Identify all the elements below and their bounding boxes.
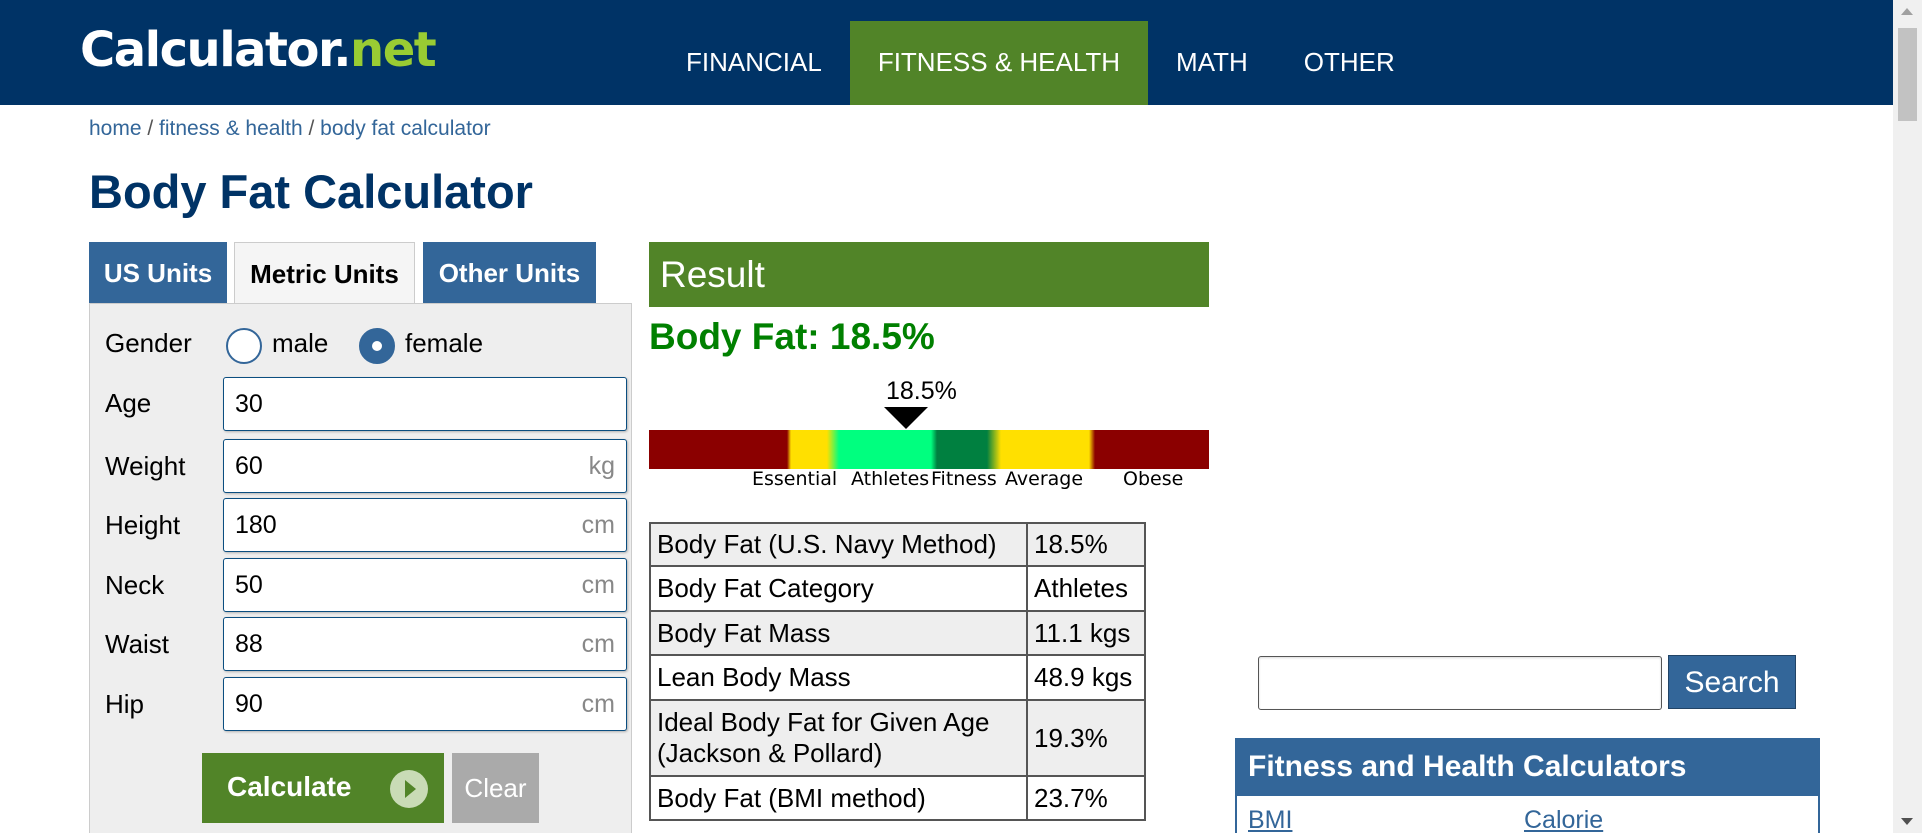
result-row-value: 19.3%: [1026, 699, 1146, 777]
gauge-label-essential: Essential: [752, 468, 838, 490]
table-row: Body Fat (BMI method) 23.7%: [649, 775, 1146, 821]
height-input[interactable]: 180 cm: [223, 498, 627, 552]
table-row: Body Fat Category Athletes: [649, 565, 1146, 612]
search-input[interactable]: [1258, 656, 1662, 710]
gauge-label-obese: Obese: [1123, 468, 1184, 490]
logo-accent: net: [350, 22, 437, 78]
table-row: Body Fat Mass 11.1 kgs: [649, 610, 1146, 656]
tab-other-units[interactable]: Other Units: [423, 242, 596, 304]
result-row-value: 18.5%: [1026, 522, 1146, 567]
calculate-button[interactable]: Calculate: [202, 753, 444, 823]
waist-input[interactable]: 88 cm: [223, 617, 627, 671]
gender-female-label[interactable]: female: [405, 328, 484, 358]
scroll-down-arrow-icon[interactable]: [1901, 818, 1913, 825]
breadcrumb-separator: /: [302, 117, 321, 140]
calculate-label: Calculate: [227, 771, 352, 802]
result-row-label: Ideal Body Fat for Given Age (Jackson & …: [649, 699, 1028, 777]
height-unit: cm: [581, 511, 615, 539]
result-row-value: 48.9 kgs: [1026, 654, 1146, 701]
hip-label: Hip: [105, 689, 145, 719]
table-row: Ideal Body Fat for Given Age (Jackson & …: [649, 699, 1146, 777]
age-label: Age: [105, 388, 152, 418]
search-button[interactable]: Search: [1668, 655, 1796, 709]
table-row: Body Fat (U.S. Navy Method) 18.5%: [649, 522, 1146, 567]
logo-main: Calculator.: [80, 22, 352, 78]
result-row-label: Body Fat Mass: [649, 610, 1028, 656]
neck-value: 50: [235, 571, 263, 599]
gender-label: Gender: [105, 328, 192, 358]
result-row-value: 11.1 kgs: [1026, 610, 1146, 656]
gender-male-radio[interactable]: [226, 328, 262, 364]
age-input[interactable]: 30: [223, 377, 627, 431]
age-value: 30: [235, 390, 263, 418]
clear-button[interactable]: Clear: [452, 753, 539, 823]
result-row-value: 23.7%: [1026, 775, 1146, 821]
nav-math[interactable]: MATH: [1176, 47, 1248, 77]
nav-fitness-health[interactable]: FITNESS & HEALTH: [849, 21, 1149, 105]
weight-label: Weight: [105, 451, 186, 481]
weight-input[interactable]: 60 kg: [223, 439, 627, 493]
hip-input[interactable]: 90 cm: [223, 677, 627, 731]
hip-value: 90: [235, 690, 263, 718]
table-row: Lean Body Mass 48.9 kgs: [649, 654, 1146, 701]
neck-input[interactable]: 50 cm: [223, 558, 627, 612]
gauge-pointer-icon: [884, 407, 928, 429]
result-row-label: Body Fat (U.S. Navy Method): [649, 522, 1028, 567]
tab-us-units[interactable]: US Units: [89, 242, 227, 304]
scroll-thumb[interactable]: [1898, 28, 1917, 121]
result-row-label: Lean Body Mass: [649, 654, 1028, 701]
breadcrumb-fitness-health[interactable]: fitness & health: [159, 117, 303, 140]
gauge-label-athletes: Athletes: [851, 468, 930, 490]
neck-label: Neck: [105, 570, 165, 600]
top-header: Calculator.net FINANCIAL FITNESS & HEALT…: [0, 0, 1893, 105]
play-arrow-icon: [390, 770, 428, 808]
scroll-up-arrow-icon[interactable]: [1901, 8, 1913, 15]
gauge-indicator-value: 18.5%: [886, 377, 957, 405]
gender-female-radio[interactable]: [359, 328, 395, 364]
result-row-value: Athletes: [1026, 565, 1146, 612]
hip-unit: cm: [581, 690, 615, 718]
result-row-label: Body Fat (BMI method): [649, 775, 1028, 821]
link-calorie[interactable]: Calorie: [1524, 806, 1604, 833]
waist-unit: cm: [581, 630, 615, 658]
breadcrumb-body-fat[interactable]: body fat calculator: [320, 117, 491, 140]
gauge-label-average: Average: [1005, 468, 1084, 490]
waist-value: 88: [235, 630, 263, 658]
result-row-label: Body Fat Category: [649, 565, 1028, 612]
result-header: Result: [649, 242, 1209, 307]
fitness-calculators-title: Fitness and Health Calculators: [1235, 738, 1820, 796]
neck-unit: cm: [581, 571, 615, 599]
tab-metric-units[interactable]: Metric Units: [234, 242, 415, 306]
breadcrumb-separator: /: [141, 117, 160, 140]
height-value: 180: [235, 511, 277, 539]
body-fat-gauge: [649, 430, 1209, 469]
page-title: Body Fat Calculator: [89, 165, 533, 218]
body-fat-headline: Body Fat: 18.5%: [649, 316, 935, 357]
page-scrollbar[interactable]: [1893, 0, 1922, 833]
main-nav: FINANCIAL FITNESS & HEALTH MATH OTHER: [658, 21, 1423, 105]
nav-financial[interactable]: FINANCIAL: [686, 47, 822, 77]
result-table: Body Fat (U.S. Navy Method) 18.5% Body F…: [649, 522, 1146, 821]
weight-value: 60: [235, 452, 263, 480]
waist-label: Waist: [105, 629, 170, 659]
weight-unit: kg: [588, 452, 615, 480]
gauge-label-fitness: Fitness: [931, 468, 997, 490]
breadcrumb: home / fitness & health / body fat calcu…: [89, 117, 491, 141]
site-logo[interactable]: Calculator.net: [80, 22, 437, 78]
nav-other[interactable]: OTHER: [1303, 47, 1395, 77]
height-label: Height: [105, 510, 181, 540]
gender-male-label[interactable]: male: [272, 328, 329, 358]
breadcrumb-home[interactable]: home: [89, 117, 142, 140]
link-bmi[interactable]: BMI: [1248, 806, 1293, 833]
